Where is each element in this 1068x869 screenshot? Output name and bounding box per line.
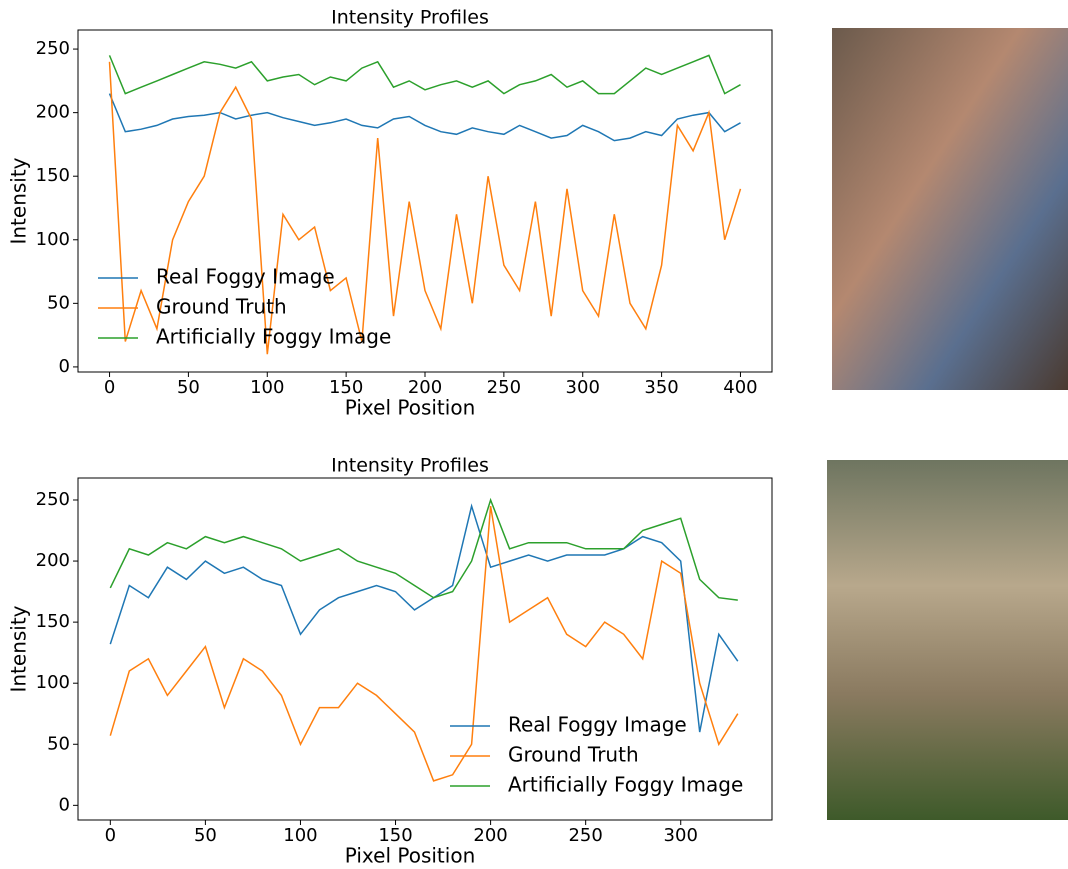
y-tick-label: 0: [59, 794, 70, 815]
y-tick-label: 250: [36, 38, 70, 59]
x-tick-label: 200: [408, 377, 442, 398]
y-tick-label: 100: [36, 229, 70, 250]
y-tick-label: 150: [36, 611, 70, 632]
x-tick-label: 100: [250, 377, 284, 398]
photo: [832, 28, 1068, 390]
y-tick-label: 50: [47, 733, 70, 754]
x-tick-label: 100: [283, 825, 317, 846]
y-axis-label: Intensity: [7, 605, 31, 692]
chart-title: Intensity Profiles: [331, 7, 489, 29]
y-tick-label: 100: [36, 672, 70, 693]
x-axis-label: Pixel Position: [345, 396, 476, 420]
legend-label: Real Foggy Image: [156, 265, 335, 289]
plot-area: [77, 29, 773, 373]
x-tick-label: 250: [487, 377, 521, 398]
data-line: [109, 497, 738, 601]
y-tick-label: 200: [36, 550, 70, 571]
x-axis-label: Pixel Position: [345, 844, 476, 866]
data-line: [108, 93, 741, 142]
data-line: [109, 503, 739, 733]
y-tick-label: 200: [36, 102, 70, 123]
x-tick-label: 0: [104, 377, 115, 398]
y-axis-label: Intensity: [7, 157, 31, 244]
y-tick-label: 0: [59, 356, 70, 377]
y-tick-label: 50: [47, 292, 70, 313]
y-tick-label: 250: [36, 489, 70, 510]
legend-label: Ground Truth: [156, 295, 287, 319]
x-tick-label: 300: [664, 825, 698, 846]
data-line: [108, 54, 741, 95]
legend-label: Real Foggy Image: [508, 713, 687, 737]
x-tick-label: 300: [566, 377, 600, 398]
x-tick-label: 200: [473, 825, 507, 846]
x-tick-label: 400: [723, 377, 757, 398]
data-line: [108, 61, 742, 355]
chart-title: Intensity Profiles: [331, 455, 489, 477]
x-tick-label: 150: [329, 377, 363, 398]
x-tick-label: 350: [644, 377, 678, 398]
data-line: [109, 505, 739, 782]
y-tick-label: 150: [36, 165, 70, 186]
x-tick-label: 150: [378, 825, 412, 846]
legend-label: Ground Truth: [508, 743, 639, 767]
plot-area: [77, 477, 773, 821]
legend-label: Artificially Foggy Image: [156, 325, 391, 349]
x-tick-label: 50: [177, 377, 200, 398]
x-tick-label: 50: [194, 825, 217, 846]
x-tick-label: 0: [105, 825, 116, 846]
x-tick-label: 250: [568, 825, 602, 846]
photo: [827, 460, 1068, 820]
legend-label: Artificially Foggy Image: [508, 773, 743, 797]
